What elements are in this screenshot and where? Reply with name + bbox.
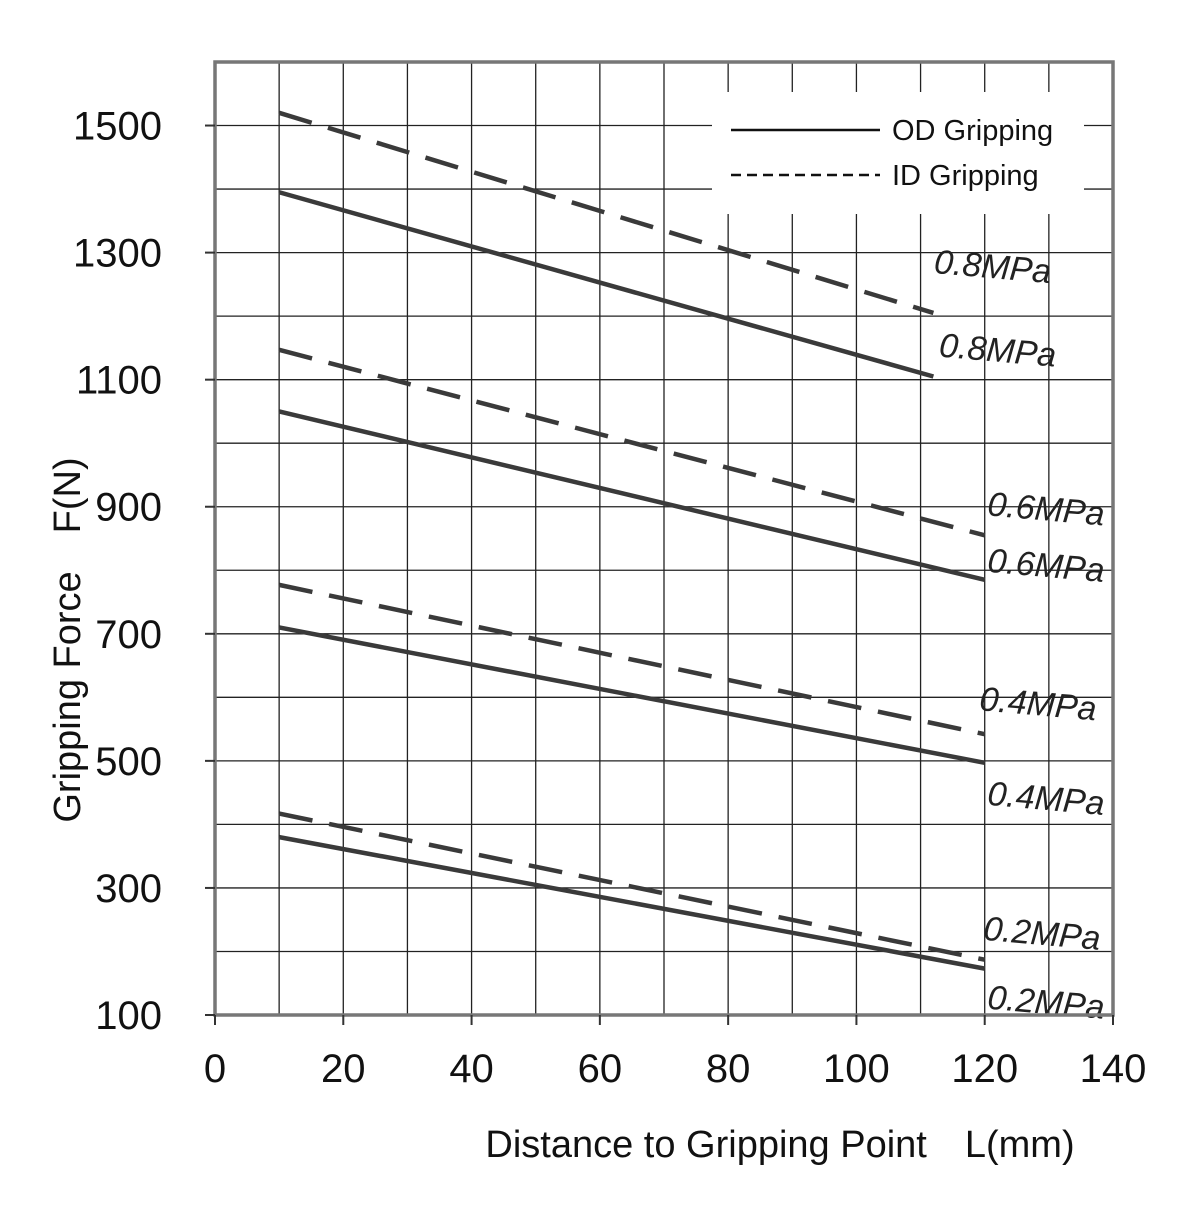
x-axis-ticks: 0 20 40 60 80 100 120 140 <box>204 1015 1147 1091</box>
y-axis-ticks: 100 300 500 700 900 1100 1300 1500 <box>73 105 215 1038</box>
grid <box>215 62 1113 1015</box>
series-labels: 0.8MPa 0.8MPa 0.6MPa 0.6MPa 0.4MPa 0.4MPa 0.2M… <box>933 243 1106 1027</box>
series-label: 0.8MPa <box>938 327 1058 375</box>
x-tick-label: 0 <box>204 1047 226 1091</box>
series-lines <box>278 110 986 971</box>
y-tick-label: 1300 <box>73 232 162 276</box>
legend-label-id: ID Gripping <box>892 160 1039 192</box>
series-label: 0.6MPa <box>986 542 1106 590</box>
series-label: 0.2MPa <box>982 910 1102 958</box>
x-tick-label: 40 <box>449 1047 494 1091</box>
id-gripping-line-0-6mpa <box>278 347 986 538</box>
id-gripping-line-0-2mpa <box>278 811 986 962</box>
plot-frame <box>213 60 1115 1017</box>
legend-label-od: OD Gripping <box>892 115 1053 147</box>
od-gripping-line-0-4mpa <box>278 625 986 765</box>
legend-background <box>712 92 1084 214</box>
y-tick-label: 300 <box>95 867 162 911</box>
id-gripping-line-0-8mpa <box>278 110 935 316</box>
x-tick-label: 60 <box>578 1047 623 1091</box>
x-axis-label: Distance to Gripping Point L(mm) <box>485 1124 1074 1166</box>
x-tick-label: 100 <box>823 1047 890 1091</box>
x-tick-label: 120 <box>951 1047 1018 1091</box>
series-label: 0.6MPa <box>986 485 1106 533</box>
y-tick-label: 1100 <box>76 359 162 403</box>
id-gripping-line-0-4mpa <box>278 582 986 737</box>
y-tick-label: 100 <box>95 994 162 1038</box>
x-tick-label: 140 <box>1080 1047 1147 1091</box>
od-gripping-line-0-2mpa <box>278 834 986 971</box>
od-gripping-line-0-8mpa <box>278 190 935 379</box>
series-label: 0.4MPa <box>986 775 1106 823</box>
y-tick-label: 500 <box>95 740 162 784</box>
series-label: 0.2MPa <box>986 979 1106 1027</box>
series-label: 0.8MPa <box>933 243 1053 291</box>
x-tick-label: 80 <box>706 1047 751 1091</box>
y-tick-label: 900 <box>95 486 162 530</box>
x-tick-label: 20 <box>321 1047 366 1091</box>
legend: OD Gripping ID Gripping <box>712 92 1084 214</box>
y-tick-label: 700 <box>95 613 162 657</box>
od-gripping-line-0-6mpa <box>278 409 986 582</box>
y-axis-label: Gripping Force F(N) <box>47 457 89 822</box>
y-tick-label: 1500 <box>73 105 162 149</box>
series-label: 0.4MPa <box>978 680 1098 728</box>
